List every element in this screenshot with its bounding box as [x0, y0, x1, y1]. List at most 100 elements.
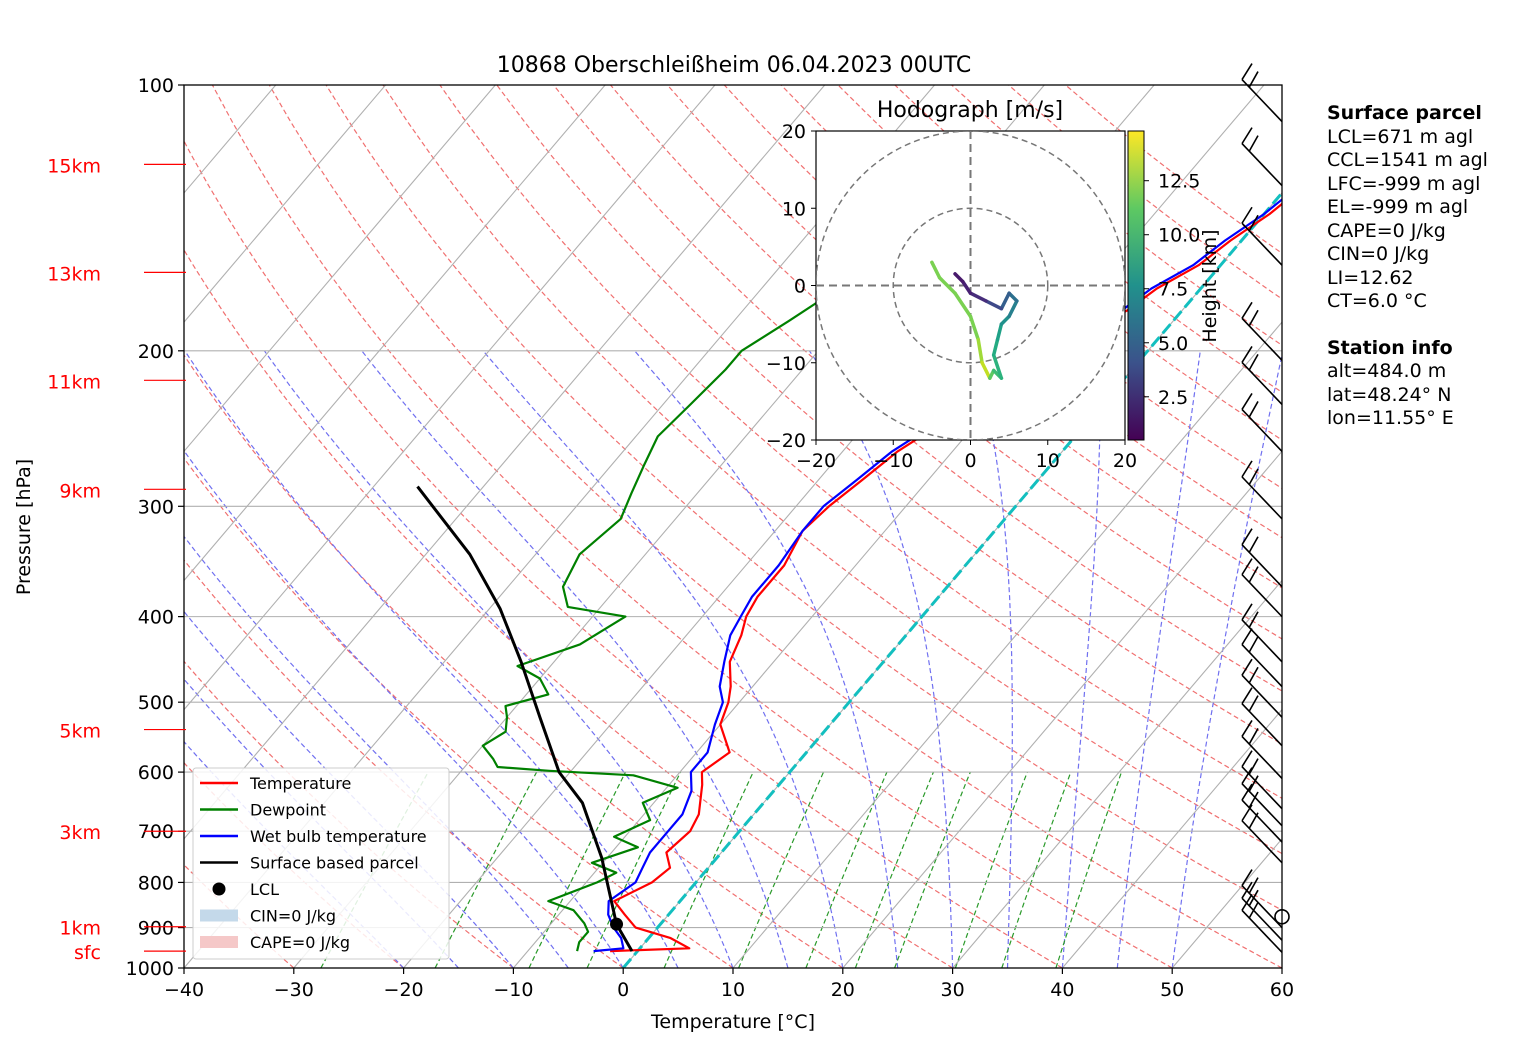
- surface-parcel-title: Surface parcel: [1327, 102, 1482, 124]
- moist-adiabat: [808, 350, 954, 968]
- wind-barb-flag: [1241, 460, 1253, 478]
- mixing-ratio-line: [1055, 771, 1123, 968]
- mixing-ratio-line: [954, 771, 1028, 968]
- wind-barb-flag: [1241, 628, 1253, 645]
- legend-swatch: [200, 936, 238, 948]
- y-tick-label: 100: [138, 75, 174, 97]
- legend-box: [192, 767, 450, 960]
- hodograph-frame: [815, 130, 1126, 441]
- height-marker-label: 5km: [59, 721, 101, 743]
- colorbar-tick-label: 10.0: [1158, 225, 1200, 247]
- wind-barb-flag: [1248, 728, 1259, 745]
- dry-adiabat: [780, 85, 1282, 490]
- wind-barb-flag: [1248, 758, 1259, 776]
- wind-barb-flag: [1248, 135, 1259, 153]
- wind-barb-flag: [1241, 392, 1253, 410]
- legend-swatch: [200, 909, 238, 922]
- isotherm-line: [732, 321, 1282, 968]
- x-tick-label: 20: [831, 979, 855, 1001]
- hodograph-segment: [953, 272, 965, 284]
- hodograph-segment: [991, 353, 1004, 380]
- wind-barb-flag: [1241, 750, 1253, 768]
- legend-swatch: [212, 882, 226, 896]
- isotherm-line: [184, 85, 606, 582]
- moist-adiabat: [184, 610, 514, 968]
- hodograph-ring: [892, 207, 1049, 364]
- hodograph-x-tick-label: 20: [1113, 450, 1137, 472]
- wind-barb-flag: [1248, 666, 1259, 684]
- wind-barb-flag: [1248, 812, 1259, 830]
- dry-adiabat: [325, 85, 1282, 911]
- wind-barb-flag: [1241, 720, 1253, 737]
- colorbar-tick-label: 7.5: [1158, 279, 1188, 301]
- moist-adiabat: [184, 350, 679, 968]
- zero-isotherm: [622, 190, 1282, 968]
- wind-barb-flag: [1248, 71, 1259, 88]
- height-marker-label: 3km: [59, 822, 101, 844]
- y-axis-label: Pressure [hPa]: [13, 459, 35, 595]
- x-tick-label: −10: [493, 979, 533, 1001]
- zero-degree-isotherm: [622, 190, 1282, 968]
- wind-barb-flag: [1241, 687, 1253, 705]
- hodograph-segment: [1007, 299, 1019, 319]
- series-surface-based-parcel: [416, 485, 634, 952]
- hodograph-segment: [937, 276, 957, 295]
- station-info-title: Station info: [1327, 336, 1453, 359]
- x-tick-label: 60: [1270, 979, 1294, 1001]
- mixing-ratio-line: [434, 771, 538, 968]
- x-tick-label: 50: [1160, 979, 1184, 1001]
- calm-wind-circle: [1274, 908, 1290, 925]
- wind-barb-flag: [1248, 566, 1259, 584]
- wind-barbs: [1241, 63, 1290, 953]
- wind-barb-staff: [1241, 143, 1283, 187]
- wind-barb-staff: [1241, 909, 1283, 953]
- y-tick-label: 1000: [126, 958, 174, 980]
- wind-barb-staff: [1241, 820, 1283, 864]
- mixing-ratio-line: [738, 771, 825, 968]
- surface-parcel-ccl: CCL=1541 m agl: [1327, 149, 1488, 171]
- wind-barb-flag: [1241, 301, 1253, 319]
- y-tick-label: 600: [138, 762, 174, 784]
- wind-barb-flag: [1248, 468, 1259, 486]
- wind-barb-flag: [1248, 901, 1259, 919]
- wind-barb-flag: [1248, 536, 1259, 554]
- dry-adiabat: [439, 85, 1282, 799]
- surface-parcel-cin: CIN=0 J/kg: [1327, 243, 1430, 265]
- wind-barb-flag: [1241, 893, 1253, 911]
- mixing-ratio-line: [586, 771, 682, 968]
- x-tick-label: −30: [274, 979, 314, 1001]
- hodograph-segment: [961, 279, 973, 295]
- wind-barb-flag: [1248, 889, 1259, 907]
- legend-label: Wet bulb temperature: [250, 827, 427, 846]
- y-tick-label: 700: [138, 821, 174, 843]
- dry-adiabat: [268, 85, 1282, 968]
- legend: Temperature Dewpoint Wet bulb temperature S…: [192, 767, 450, 960]
- surface-parcel-lcl: LCL=671 m agl: [1327, 125, 1474, 148]
- dry-adiabat: [211, 85, 1173, 968]
- x-axis-label: Temperature [°C]: [650, 1011, 815, 1033]
- wind-barb-flag: [1241, 603, 1253, 621]
- wind-barb-flag: [1241, 881, 1253, 899]
- hodograph-segment: [976, 337, 984, 365]
- mixing-ratio-line: [663, 771, 754, 968]
- hodograph-segment: [984, 299, 1004, 311]
- hodograph-segment: [995, 322, 1004, 342]
- hodograph-plot-area: [816, 131, 1125, 440]
- isotherm-line: [842, 450, 1282, 968]
- x-tick-label: 30: [941, 979, 965, 1001]
- colorbar-tick-label: 5.0: [1158, 333, 1188, 355]
- wind-barb-flag: [1241, 869, 1253, 887]
- isotherm-line: [184, 85, 716, 711]
- hodograph-segment: [980, 361, 992, 380]
- y-tick-label: 400: [138, 607, 174, 629]
- hodograph-segment: [991, 337, 1000, 357]
- wind-barb-flag: [1248, 611, 1259, 629]
- dry-adiabat: [382, 85, 1282, 855]
- wind-barb-staff: [1241, 619, 1283, 663]
- colorbar-tick-label: 2.5: [1158, 387, 1188, 409]
- wind-barb-flag: [1248, 791, 1259, 809]
- legend-label: CIN=0 J/kg: [250, 907, 336, 926]
- isotherm-line: [184, 85, 386, 323]
- y-tick-label: 800: [138, 872, 174, 894]
- height-marker-label: sfc: [74, 942, 101, 964]
